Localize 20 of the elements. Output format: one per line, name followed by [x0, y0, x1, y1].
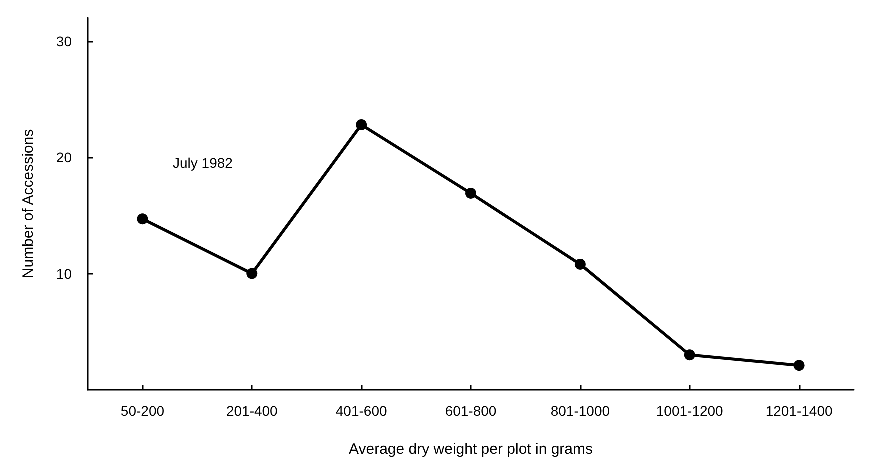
point	[466, 188, 476, 200]
x-axis-title: Average dry weight per plot in grams	[348, 441, 594, 458]
x-tick-label: 50-200	[120, 403, 165, 419]
point	[794, 360, 805, 372]
x-tick-label: 801-1000	[550, 403, 610, 419]
point	[246, 268, 258, 280]
annotation: July 1982	[173, 155, 234, 171]
x-tick-label: 401-600	[336, 403, 388, 419]
point	[137, 214, 148, 225]
y-tick-label: 20	[56, 150, 72, 166]
y-tick-label: 10	[56, 266, 72, 282]
point	[574, 258, 586, 270]
point	[684, 350, 696, 361]
x-tick-label: 1001-1200	[656, 403, 724, 419]
x-tick-label: 1201-1400	[766, 403, 833, 419]
x-tick-label: 601-800	[445, 403, 497, 419]
x-tick-label: 201-400	[226, 403, 278, 419]
y-tick-label: 30	[56, 33, 72, 50]
point	[356, 119, 368, 130]
y-axis-title: Number of Accessions	[20, 129, 37, 279]
